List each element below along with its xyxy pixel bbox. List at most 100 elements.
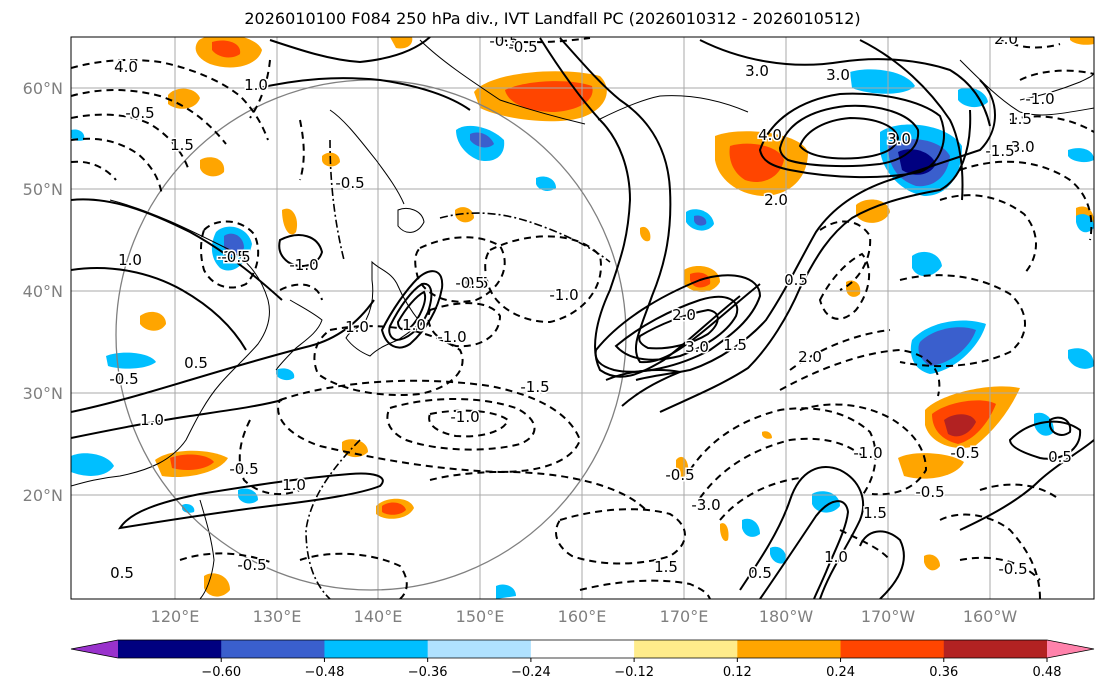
- ivt-contours-negative: [71, 37, 1094, 599]
- colorbar-tick-label: 0.24: [826, 665, 855, 680]
- contour-label: -0.5: [508, 38, 537, 56]
- colorbar-swatch: [221, 640, 325, 658]
- contour-label: 1.5: [654, 558, 678, 576]
- positive-divergence-patch: [640, 226, 651, 242]
- divergence-shading: [71, 37, 1094, 599]
- contour-label: -0.5: [109, 370, 138, 388]
- contour-label: 1.0: [140, 411, 164, 429]
- lon-label-150e: 150°E: [456, 607, 505, 626]
- contour-label: -0.5: [489, 32, 518, 50]
- contour-label: 1.0: [402, 316, 426, 334]
- contour-label: -1.0: [450, 408, 479, 426]
- contour-label: -0.5: [950, 444, 979, 462]
- negative-divergence-patch: [918, 327, 976, 366]
- contour-label: -0.5: [455, 274, 484, 292]
- colorbar-swatch: [530, 640, 635, 658]
- contour-label: 1.0: [118, 251, 142, 269]
- colorbar-swatch: [324, 640, 429, 658]
- contour-label: 4.0: [114, 58, 138, 76]
- colorbar-swatch: [427, 640, 532, 658]
- positive-divergence-patch: [924, 554, 940, 571]
- colorbar-outline: [70, 639, 1095, 659]
- contour-label: -0.5: [915, 483, 944, 501]
- contour-label: 1.0: [824, 548, 848, 566]
- colorbar-extension-low: [71, 640, 118, 658]
- colorbar-extension-high: [1047, 640, 1094, 658]
- contour-label: -0.5: [459, 274, 488, 292]
- contour-label: -3.0: [1005, 138, 1034, 156]
- contour-label: 0.5: [110, 564, 134, 582]
- contour-label: 0.5: [748, 564, 772, 582]
- negative-divergence-patch: [1076, 214, 1094, 233]
- negative-divergence-patch: [742, 518, 760, 537]
- contour-label: -1.0: [1025, 90, 1054, 108]
- colorbar-swatch: [737, 640, 842, 658]
- negative-divergence-patch: [694, 215, 707, 226]
- lat-label-40n: 40°N: [23, 282, 63, 301]
- negative-divergence-patch: [71, 129, 85, 141]
- lon-label-170w: 170°W: [861, 607, 916, 626]
- lon-label-140e: 140°E: [354, 607, 403, 626]
- negative-divergence-patch: [496, 584, 516, 599]
- colorbar-tick-label: −0.48: [305, 665, 345, 680]
- negative-divergence-patch: [912, 251, 942, 277]
- positive-divergence-patch: [898, 453, 964, 479]
- colorbar-swatch: [118, 640, 222, 658]
- contour-label: 0.5: [184, 354, 208, 372]
- ivt-contours-positive: [71, 37, 1094, 599]
- contour-label: -1.5: [520, 378, 549, 396]
- contour-label: -3.0: [691, 496, 720, 514]
- zero-contours: [305, 139, 611, 599]
- longitude-labels: 120°E 130°E 140°E 150°E 160°E 170°E 180°…: [151, 607, 1018, 626]
- contour-label: 1.0: [244, 76, 268, 94]
- coastlines: [71, 39, 1094, 599]
- contour-label: 2.0: [798, 348, 822, 366]
- positive-divergence-patch: [140, 311, 166, 331]
- positive-divergence-patch: [390, 37, 413, 49]
- colorbar-tick-label: −0.24: [511, 665, 551, 680]
- colorbar-swatch: [634, 640, 738, 658]
- positive-divergence-patch: [168, 88, 200, 109]
- negative-divergence-patch: [1034, 412, 1054, 436]
- positive-divergence-patch: [200, 157, 225, 177]
- negative-divergence-patch: [1068, 348, 1094, 369]
- negative-divergence-patch: [1068, 148, 1094, 163]
- contour-label: 2.0: [994, 30, 1018, 48]
- lon-label-180w: 180°W: [759, 607, 814, 626]
- contour-label: -0.5: [229, 460, 258, 478]
- contour-label: -0.5: [998, 560, 1027, 578]
- contour-label: 2.0: [672, 306, 696, 324]
- colorbar-swatch: [840, 640, 945, 658]
- positive-divergence-patch: [382, 502, 406, 515]
- positive-divergence-patch: [944, 414, 976, 437]
- colorbar-tick-label: 0.48: [1033, 665, 1062, 680]
- contour-label: -1.0: [853, 444, 882, 462]
- positive-divergence-patch: [729, 143, 784, 182]
- negative-divergence-patch: [812, 491, 840, 513]
- contour-label: -0.5: [665, 466, 694, 484]
- positive-divergence-patch: [505, 81, 593, 112]
- contour-label: -1.0: [289, 256, 318, 274]
- contour-label: 1.5: [863, 504, 887, 522]
- colorbar: −0.60 −0.48 −0.36 −0.24 −0.12 0.12 0.24 0.36 0.4…: [70, 639, 1095, 680]
- negative-divergence-patch: [238, 488, 258, 504]
- contour-label: -1.5: [217, 248, 246, 266]
- negative-divergence-patch: [182, 503, 195, 513]
- contour-label: -1.0: [437, 328, 466, 346]
- positive-divergence-patch: [1070, 37, 1094, 45]
- contour-label: -1.0: [549, 286, 578, 304]
- contour-label: 4.0: [758, 126, 782, 144]
- contour-label: 1.5: [170, 136, 194, 154]
- map-title: 2026010100 F084 250 hPa div., IVT Landfa…: [244, 9, 861, 28]
- positive-divergence-patch: [455, 207, 474, 223]
- map-area: -0.54.0 3.0 3.02.0-0.5-1.01.5-3.0-1.5-0.5-…: [71, 30, 1094, 599]
- negative-divergence-patch: [106, 352, 156, 369]
- positive-divergence-patch: [212, 40, 241, 58]
- contour-label: -0.5: [335, 174, 364, 192]
- positive-divergence-patch: [282, 208, 298, 235]
- negative-divergence-patch: [71, 453, 114, 476]
- contour-label: 1.5: [1008, 110, 1032, 128]
- lon-label-170e: 170°E: [660, 607, 709, 626]
- lon-label-130e: 130°E: [253, 607, 302, 626]
